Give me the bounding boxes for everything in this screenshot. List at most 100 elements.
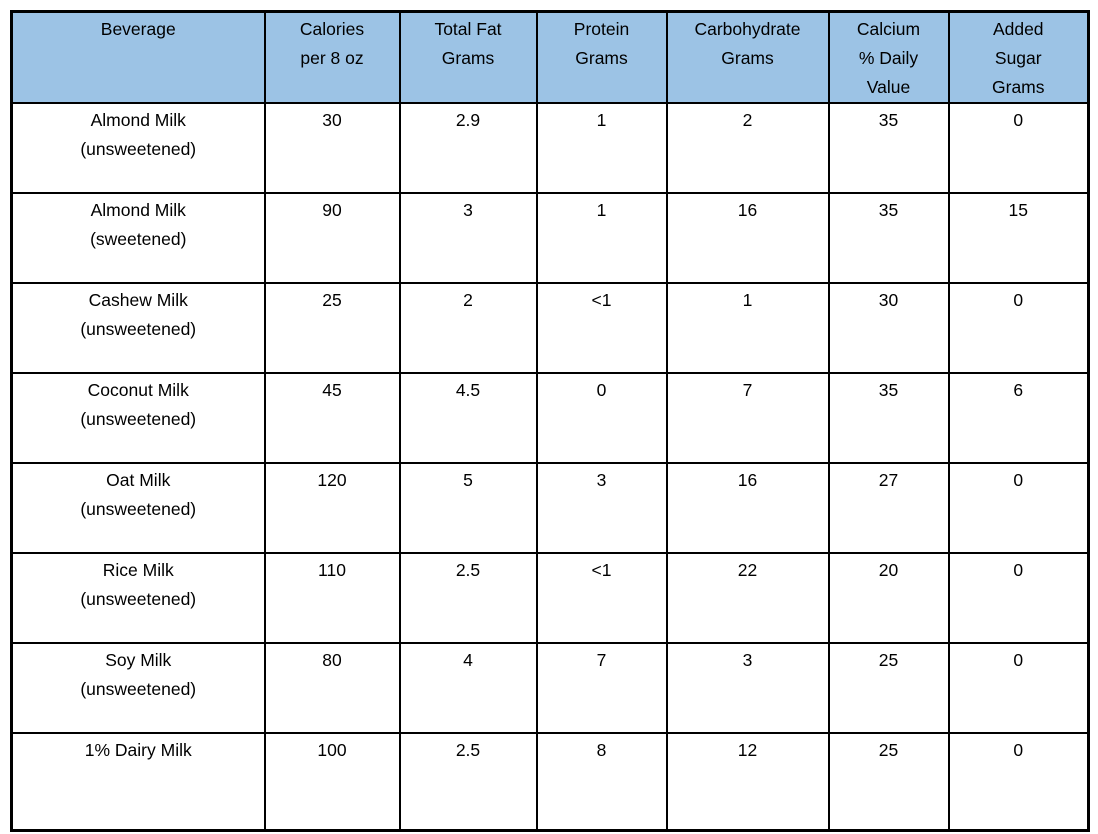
beverage-name-line: Almond Milk [90,110,186,130]
beverage-cell: Coconut Milk (unsweetened) [10,372,266,464]
beverage-name-line: 1% Dairy Milk [84,740,192,760]
value-cell: 120 [263,462,401,554]
value-cell: 1 [535,192,668,284]
beverage-cell: 1% Dairy Milk [10,732,266,831]
value-cell: 0 [947,282,1090,374]
value-cell: 16 [665,192,830,284]
value-cell: <1 [535,282,668,374]
value-cell: 27 [827,462,950,554]
value-cell: 0 [947,732,1090,831]
table-header: Beverage Calories per 8 oz Total Fat Grams Pr… [10,10,1090,104]
value-cell: 30 [263,102,401,194]
column-header-line: Grams [575,48,628,68]
column-header-line: Beverage [100,19,176,39]
beverage-name-line: Almond Milk [90,200,186,220]
value-cell: 80 [263,642,401,734]
value-cell: 25 [827,642,950,734]
beverage-name-line: (unsweetened) [80,499,197,519]
value-cell: 0 [947,642,1090,734]
beverage-name-line: (unsweetened) [80,139,197,159]
value-cell: 100 [263,732,401,831]
value-cell: 6 [947,372,1090,464]
beverage-name-line: Rice Milk [102,560,174,580]
value-cell: 15 [947,192,1090,284]
value-cell: 2.5 [398,552,538,644]
column-header-beverage: Beverage [10,10,266,104]
table-row: Oat Milk (unsweetened) 120 5 3 16 27 0 [10,462,1090,554]
value-cell: 2 [665,102,830,194]
column-header-line: Grams [441,48,495,68]
value-cell: 3 [535,462,668,554]
table-row: 1% Dairy Milk 100 2.5 8 12 25 0 [10,732,1090,831]
table-body: Almond Milk (unsweetened) 30 2.9 1 2 35 0 Almond… [10,102,1090,831]
value-cell: 110 [263,552,401,644]
value-cell: 0 [947,462,1090,554]
value-cell: 2 [398,282,538,374]
value-cell: 4.5 [398,372,538,464]
value-cell: 0 [535,372,668,464]
column-header-calcium: Calcium % Daily Value [827,10,950,104]
value-cell: 30 [827,282,950,374]
header-row: Beverage Calories per 8 oz Total Fat Grams Pr… [10,10,1090,104]
beverage-name-line: Oat Milk [106,470,171,490]
column-header-calories: Calories per 8 oz [263,10,401,104]
value-cell: 35 [827,372,950,464]
column-header-line: Value [866,77,911,97]
column-header-total-fat: Total Fat Grams [398,10,538,104]
column-header-line: Protein [573,19,630,39]
beverage-cell: Soy Milk (unsweetened) [10,642,266,734]
value-cell: 12 [665,732,830,831]
table-row: Coconut Milk (unsweetened) 45 4.5 0 7 35 6 [10,372,1090,464]
beverage-cell: Rice Milk (unsweetened) [10,552,266,644]
value-cell: 5 [398,462,538,554]
value-cell: <1 [535,552,668,644]
value-cell: 3 [665,642,830,734]
value-cell: 7 [665,372,830,464]
column-header-protein: Protein Grams [535,10,668,104]
value-cell: 25 [827,732,950,831]
value-cell: 20 [827,552,950,644]
table-row: Rice Milk (unsweetened) 110 2.5 <1 22 20 0 [10,552,1090,644]
value-cell: 25 [263,282,401,374]
value-cell: 1 [535,102,668,194]
column-header-line: Added [992,19,1044,39]
value-cell: 0 [947,102,1090,194]
column-header-line: % Daily [858,48,919,68]
beverage-cell: Cashew Milk (unsweetened) [10,282,266,374]
value-cell: 35 [827,192,950,284]
beverage-name-line: (unsweetened) [80,679,197,699]
value-cell: 0 [947,552,1090,644]
column-header-line: Grams [721,48,774,68]
column-header-line: Calcium [856,19,921,39]
value-cell: 2.5 [398,732,538,831]
column-header-line: per 8 oz [300,48,364,68]
table-row: Almond Milk (unsweetened) 30 2.9 1 2 35 0 [10,102,1090,194]
beverage-name-line: Cashew Milk [88,290,188,310]
column-header-line: Total Fat [434,19,502,39]
table-row: Soy Milk (unsweetened) 80 4 7 3 25 0 [10,642,1090,734]
table-row: Almond Milk (sweetened) 90 3 1 16 35 15 [10,192,1090,284]
beverage-name-line: Coconut Milk [87,380,189,400]
value-cell: 16 [665,462,830,554]
column-header-carbohydrate: Carbohydrate Grams [665,10,830,104]
value-cell: 45 [263,372,401,464]
value-cell: 22 [665,552,830,644]
beverage-name-line: (unsweetened) [80,409,197,429]
value-cell: 2.9 [398,102,538,194]
beverage-cell: Almond Milk (unsweetened) [10,102,266,194]
column-header-line: Sugar [994,48,1042,68]
column-header-added-sugar: Added Sugar Grams [947,10,1090,104]
value-cell: 7 [535,642,668,734]
column-header-line: Grams [992,77,1045,97]
value-cell: 3 [398,192,538,284]
beverage-cell: Oat Milk (unsweetened) [10,462,266,554]
value-cell: 4 [398,642,538,734]
value-cell: 35 [827,102,950,194]
value-cell: 1 [665,282,830,374]
value-cell: 8 [535,732,668,831]
table-row: Cashew Milk (unsweetened) 25 2 <1 1 30 0 [10,282,1090,374]
beverage-name-line: (unsweetened) [80,589,197,609]
value-cell: 90 [263,192,401,284]
column-header-line: Calories [299,19,365,39]
